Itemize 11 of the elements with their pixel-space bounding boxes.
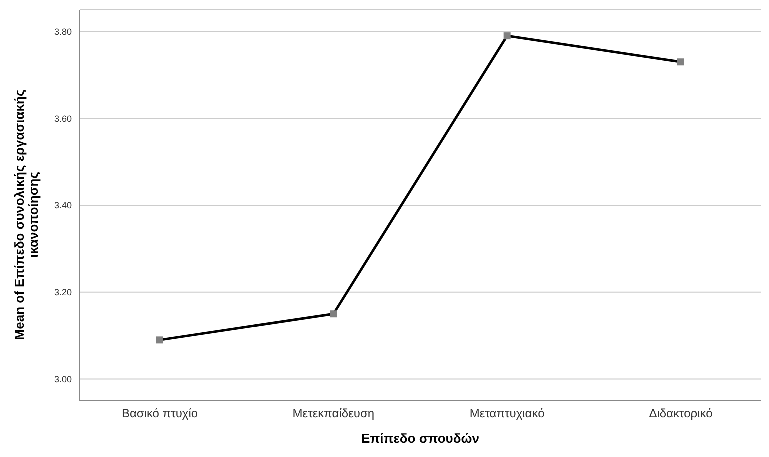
y-axis-title: Mean of Επίπεδο συνολικής εργασιακής ικανοποίησης: [12, 90, 41, 340]
x-tick-label: Βασικό πτυχίο: [122, 406, 198, 421]
y-tick-label: 3.80: [54, 26, 72, 37]
x-tick-label: Μετεκπαίδευση: [292, 406, 375, 421]
y-tick-label: 3.20: [54, 288, 72, 298]
x-tick-label: Διδακτορικό: [649, 406, 714, 421]
y-tick-label: 3.00: [54, 374, 72, 384]
y-tick-label: 3.40: [54, 200, 72, 211]
y-tick-label: 3.60: [54, 114, 72, 124]
x-tick-label: Μεταπτυχιακό: [470, 406, 546, 421]
x-axis-title: Επίπεδο σπουδών: [362, 431, 480, 446]
